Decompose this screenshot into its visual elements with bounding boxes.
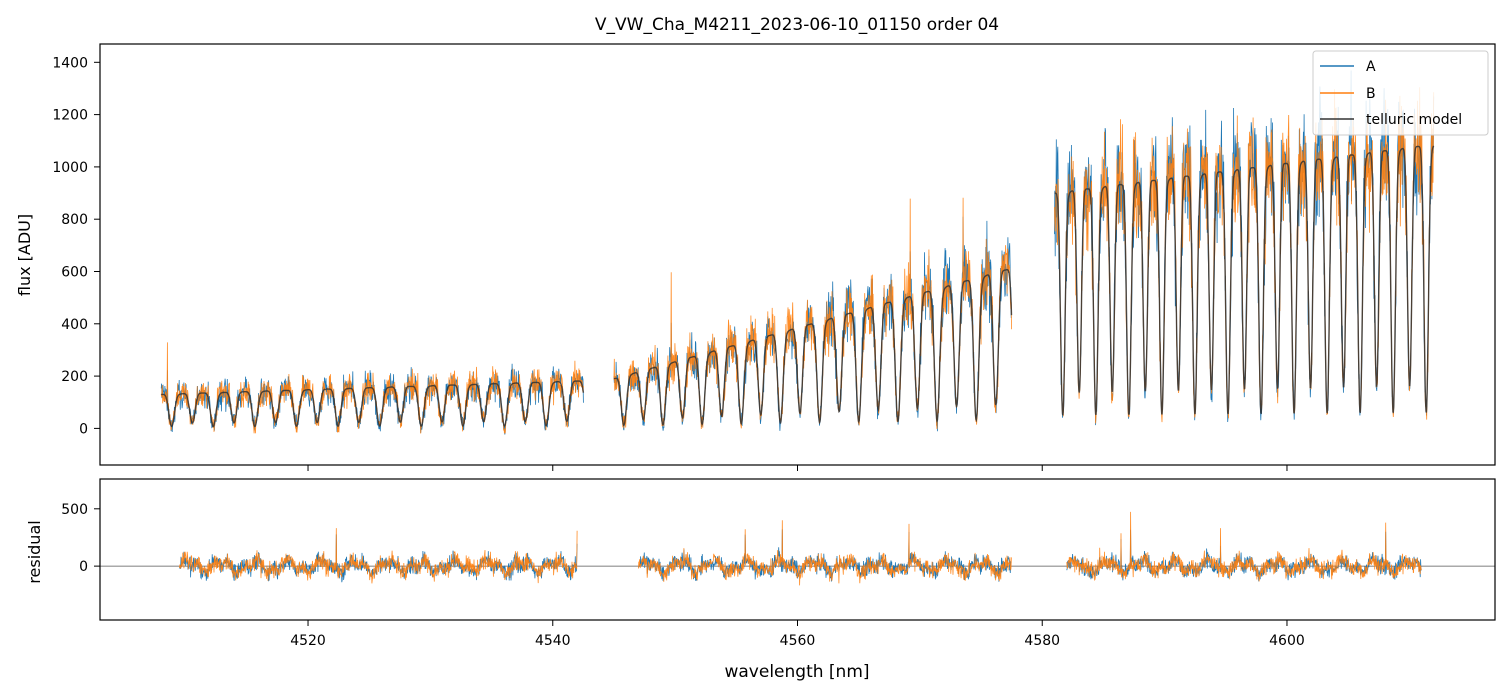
- bottom-x-tick-label: 4580: [1024, 633, 1060, 649]
- top-y-tick-label: 1000: [52, 160, 88, 176]
- bottom-y-tick-label: 0: [79, 559, 88, 575]
- series-a-line: [160, 363, 584, 435]
- telluric-model-line: [1054, 145, 1435, 416]
- top-y-ticks: 0 200 400 600 800 1000 1200 1400: [52, 55, 100, 437]
- residual-b-line: [1066, 511, 1422, 582]
- bottom-y-axis-label: residual: [25, 520, 44, 583]
- top-x-ticks: [307, 465, 1288, 471]
- top-series-group: [160, 70, 1435, 435]
- residual-b-line: [638, 520, 1012, 586]
- legend: A B telluric model: [1312, 50, 1489, 136]
- series-b-line: [1054, 87, 1435, 424]
- bottom-x-tick-label: 4520: [290, 633, 326, 649]
- chart-title: V_VW_Cha_M4211_2023-06-10_01150 order 04: [595, 15, 999, 35]
- top-y-tick-label: 400: [61, 317, 88, 333]
- top-y-tick-label: 0: [79, 421, 88, 437]
- top-y-tick-label: 1200: [52, 108, 88, 124]
- residual-b-line: [179, 528, 578, 584]
- bottom-x-ticks: 4520 4540 4560 4580 4600: [290, 620, 1305, 649]
- x-axis-label: wavelength [nm]: [724, 662, 869, 682]
- legend-label-telluric-model: telluric model: [1366, 112, 1462, 128]
- bottom-y-tick-label: 500: [61, 502, 88, 518]
- bottom-panel: 0 500 4520 4540 4560 4580 4600 residual wavel…: [25, 478, 1496, 682]
- top-panel: 0 200 400 600 800 1000 1200 1400 flux [ADU] A B…: [15, 43, 1496, 471]
- top-y-tick-label: 600: [61, 264, 88, 280]
- telluric-model-line: [161, 380, 585, 428]
- legend-box: [1312, 50, 1489, 136]
- top-y-tick-label: 200: [61, 369, 88, 385]
- top-y-tick-label: 800: [61, 212, 88, 228]
- top-y-axis-label: flux [ADU]: [15, 214, 34, 296]
- residual-a-line: [1066, 529, 1422, 582]
- legend-label-a: A: [1366, 59, 1376, 75]
- bottom-series-group: [100, 511, 1495, 586]
- top-y-tick-label: 1400: [52, 55, 88, 71]
- legend-label-b: B: [1366, 86, 1376, 102]
- bottom-x-tick-label: 4540: [535, 633, 571, 649]
- telluric-model-line: [613, 269, 1013, 427]
- bottom-y-ticks: 0 500: [61, 502, 100, 575]
- bottom-x-tick-label: 4600: [1269, 633, 1305, 649]
- bottom-x-tick-label: 4560: [780, 633, 816, 649]
- bottom-axes-frame: [99, 478, 1496, 621]
